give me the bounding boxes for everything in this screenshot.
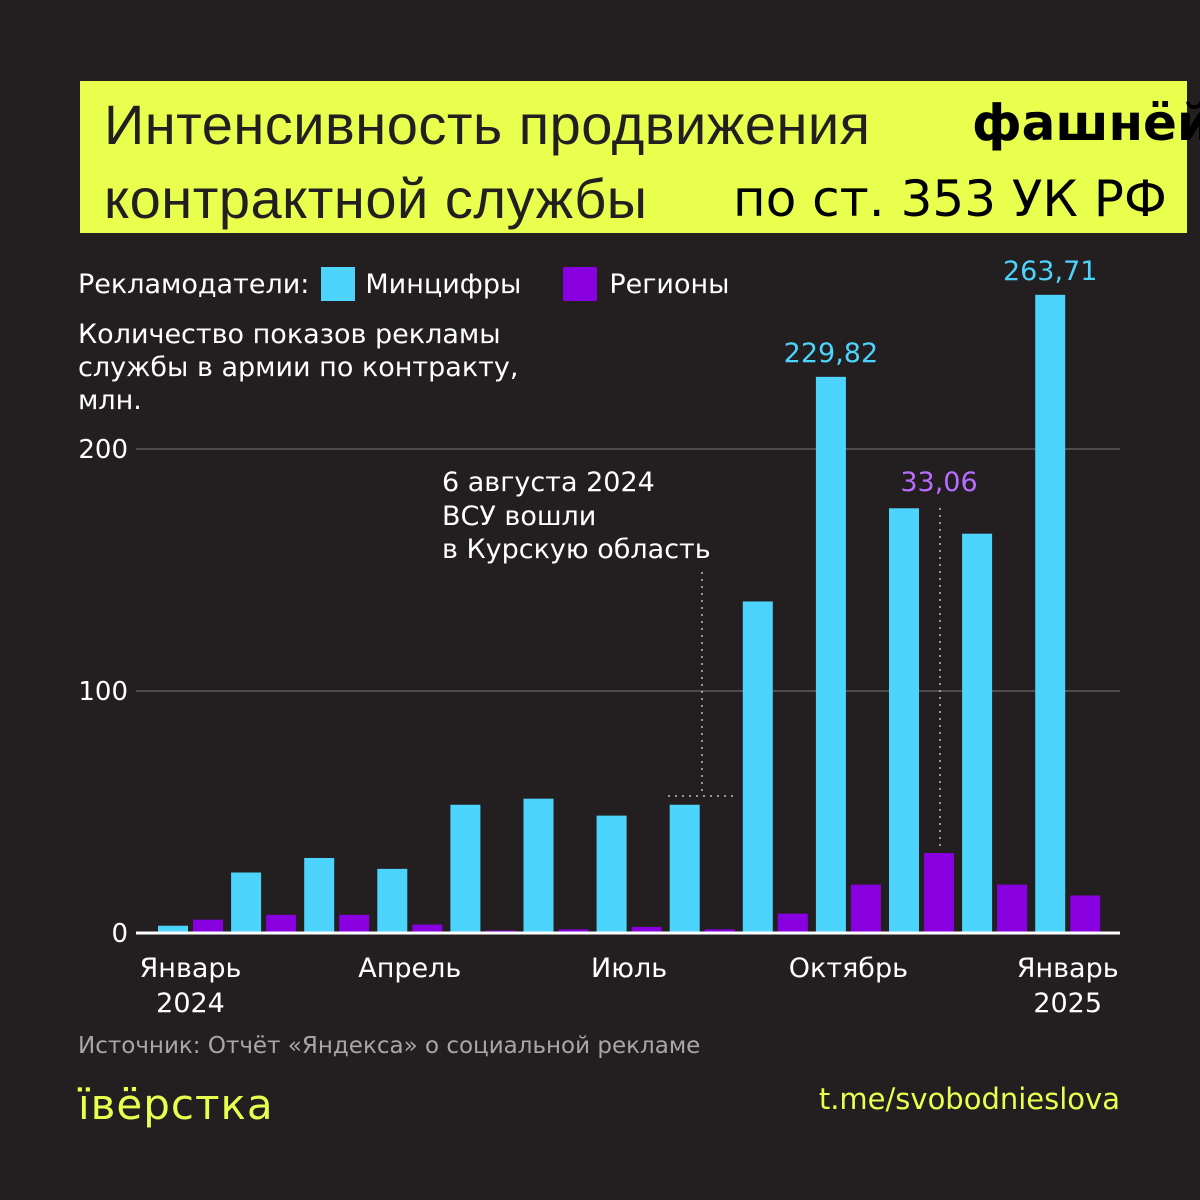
bar-mincifry (1035, 294, 1066, 934)
title-overlay-1: фашнёй (972, 94, 1200, 152)
legend-label: Рекламодатели: (78, 268, 310, 300)
bar-mincifry (377, 868, 408, 933)
bar-mincifry (742, 601, 773, 933)
x-axis-labels: Январь 2024 Апрель Июль Октябрь Январь 2025 (140, 953, 1119, 1019)
x-tick-label: Апрель (358, 953, 461, 984)
legend-series-1: Минцифры (365, 268, 522, 300)
y-tick-label: 100 (78, 677, 128, 707)
x-tick-label: 2025 (1033, 988, 1102, 1019)
brand-logo: ївёрстка (78, 1080, 274, 1129)
data-label: 33,06 (900, 467, 977, 498)
subtitle-line: млн. (78, 385, 142, 416)
legend-series-2: Регионы (609, 268, 730, 300)
legend: Рекламодатели: Минцифры Регионы (78, 264, 729, 304)
bar-mincifry (962, 533, 993, 933)
bar-regions (266, 914, 297, 933)
legend-swatch-mincifry (321, 267, 356, 301)
x-tick-label: Июль (591, 953, 667, 984)
title-box: Интенсивность продвижения контрактной сл… (80, 81, 1200, 233)
bar-regions (704, 929, 735, 933)
legend-swatch-regions (563, 267, 598, 301)
bar-regions (997, 884, 1028, 933)
annotation-line: 6 августа 2024 (442, 467, 655, 498)
annotation: 6 августа 2024 ВСУ вошли в Курскую облас… (442, 467, 736, 797)
bar-mincifry (523, 798, 554, 933)
title-line-2: контрактной службы (104, 167, 648, 230)
data-labels: 229,82 263,71 33,06 (784, 256, 1097, 848)
x-tick-label: 2024 (156, 988, 225, 1019)
bar-regions (924, 852, 954, 933)
bar-mincifry (231, 872, 262, 933)
bar-regions (193, 919, 223, 933)
grid-lines (136, 448, 1120, 692)
bar-mincifry (450, 804, 481, 933)
bar-chart: 0 100 200 229,82 263,71 33,06 Январь 2024 Апре… (78, 256, 1120, 1019)
bar-regions (850, 884, 881, 933)
title-overlay-2: по ст. 353 УК РФ (733, 170, 1167, 228)
y-tick-label: 200 (78, 435, 128, 465)
bar-mincifry (669, 804, 700, 933)
annotation-line: ВСУ вошли (442, 501, 596, 532)
x-tick-label: Январь (1017, 953, 1119, 984)
chart-subtitle: Количество показов рекламы службы в арми… (78, 318, 548, 417)
bar-regions (1070, 895, 1101, 933)
channel-link[interactable]: t.me/svobodnieslova (818, 1082, 1120, 1116)
bar-mincifry (158, 925, 188, 933)
data-label: 263,71 (1003, 256, 1097, 287)
bar-mincifry (596, 815, 627, 933)
bar-regions (412, 924, 443, 933)
source-note: Источник: Отчёт «Яндекса» о социальной р… (78, 1033, 701, 1059)
bar-mincifry (304, 857, 335, 933)
x-tick-label: Октябрь (789, 953, 908, 984)
bar-regions (339, 914, 370, 933)
data-label: 229,82 (784, 338, 878, 369)
bar-regions (777, 913, 808, 933)
bar-mincifry (889, 508, 919, 933)
y-axis-labels: 0 100 200 (78, 435, 128, 949)
bars (136, 294, 1120, 935)
annotation-line: в Курскую область (442, 534, 711, 565)
subtitle-line: Количество показов рекламы (78, 319, 501, 350)
bar-mincifry (815, 376, 846, 934)
y-tick-label: 0 (111, 919, 128, 949)
bar-regions (558, 929, 589, 933)
subtitle-line: службы в армии по контракту, (78, 352, 519, 383)
x-tick-label: Январь (140, 953, 242, 984)
bar-regions (631, 926, 662, 933)
title-line-1: Интенсивность продвижения (104, 93, 871, 156)
